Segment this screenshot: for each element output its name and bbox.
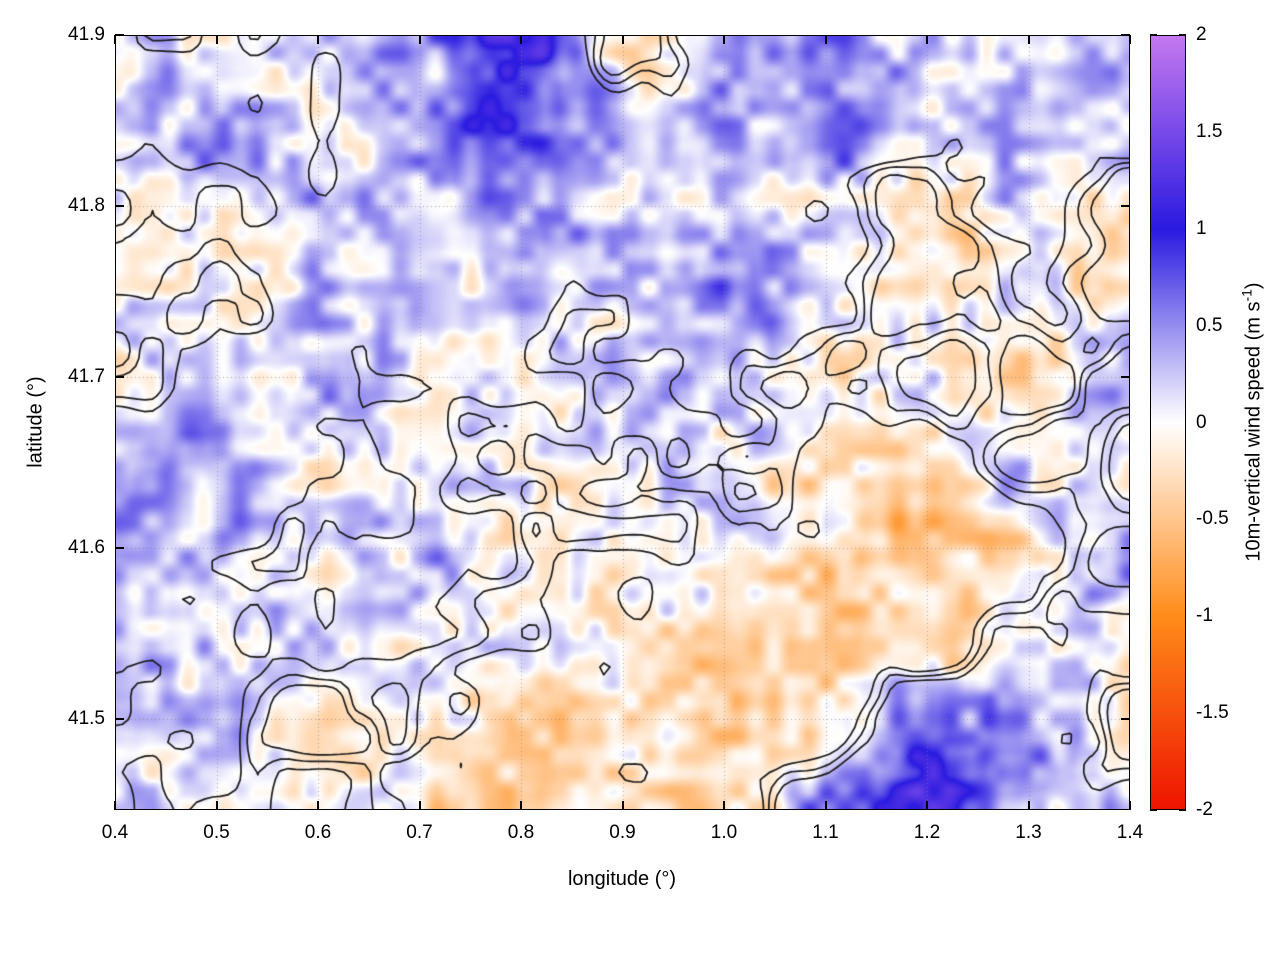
x-tick-label: 0.8 [507,822,535,843]
colorbar-tick-label: -1.5 [1196,702,1229,724]
colorbar-tick-label: 0.5 [1196,314,1223,336]
colorbar-tick-label: 0 [1196,411,1207,433]
contour-grid-canvas [115,35,1130,810]
colorbar-tick-label: -2 [1196,799,1213,820]
colorbar-tick-label: 2 [1196,24,1207,45]
colorbar-label-text: 10m-vertical wind speed (m s [1242,301,1265,562]
y-tick-mark [115,376,124,379]
x-tick-mark [1129,35,1131,44]
colorbar-tick-label: 1 [1196,217,1207,239]
x-tick-mark [926,35,928,44]
x-axis-label: longitude (°) [567,868,677,890]
x-tick-mark [1027,35,1030,44]
x-tick-label: 0.7 [406,822,433,843]
y-tick-label: 41.7 [68,366,105,388]
x-tick-mark [723,801,725,810]
x-tick-mark [520,801,522,810]
x-tick-mark [1129,801,1131,810]
y-tick-mark [1121,376,1130,379]
x-tick-label: 0.4 [101,822,129,843]
x-tick-mark [114,801,116,810]
colorbar-tick-label: -1 [1196,605,1213,627]
colorbar-tick-mark [1150,809,1157,811]
x-tick-mark [621,35,624,44]
y-tick-mark [1121,547,1130,550]
x-tick-mark [418,801,421,810]
x-tick-mark [1027,801,1030,810]
y-tick-mark [1121,34,1130,36]
x-tick-mark [824,801,827,810]
colorbar-label-superscript: -1 [1238,289,1255,302]
x-tick-mark [317,801,319,810]
x-tick-label: 1.4 [1116,822,1144,843]
x-tick-label: 0.9 [609,822,636,843]
y-tick-mark [115,547,124,550]
colorbar-tick-label: -0.5 [1196,508,1229,530]
y-tick-mark [1121,718,1130,721]
x-tick-label: 0.6 [304,822,332,843]
x-tick-mark [215,35,218,44]
x-tick-label: 1.0 [710,822,738,843]
x-tick-mark [215,801,218,810]
x-tick-label: 0.5 [203,822,230,843]
x-tick-label: 1.3 [1015,822,1042,843]
x-tick-mark [520,35,522,44]
colorbar-tick-mark [1179,809,1186,811]
y-tick-label: 41.5 [68,708,105,730]
y-axis-label: latitude (°) [24,376,47,468]
x-tick-mark [317,35,319,44]
x-tick-mark [418,35,421,44]
y-tick-mark [1121,205,1130,208]
colorbar-tick-label: 1.5 [1196,120,1223,142]
x-tick-mark [114,35,116,44]
y-tick-label: 41.6 [68,537,105,559]
y-tick-mark [115,34,124,36]
x-tick-mark [926,801,928,810]
colorbar-label-close: ) [1242,282,1265,290]
x-tick-label: 1.1 [812,822,839,843]
colorbar-axis-label: 10m-vertical wind speed (m s-1) [1239,282,1266,561]
y-tick-mark [115,205,124,208]
x-tick-mark [824,35,827,44]
y-tick-mark [115,718,124,721]
x-tick-label: 1.2 [913,822,941,843]
x-tick-mark [723,35,725,44]
colorbar-gradient [1150,35,1186,810]
x-tick-mark [621,801,624,810]
y-tick-label: 41.8 [68,195,105,217]
y-tick-label: 41.9 [68,24,105,45]
